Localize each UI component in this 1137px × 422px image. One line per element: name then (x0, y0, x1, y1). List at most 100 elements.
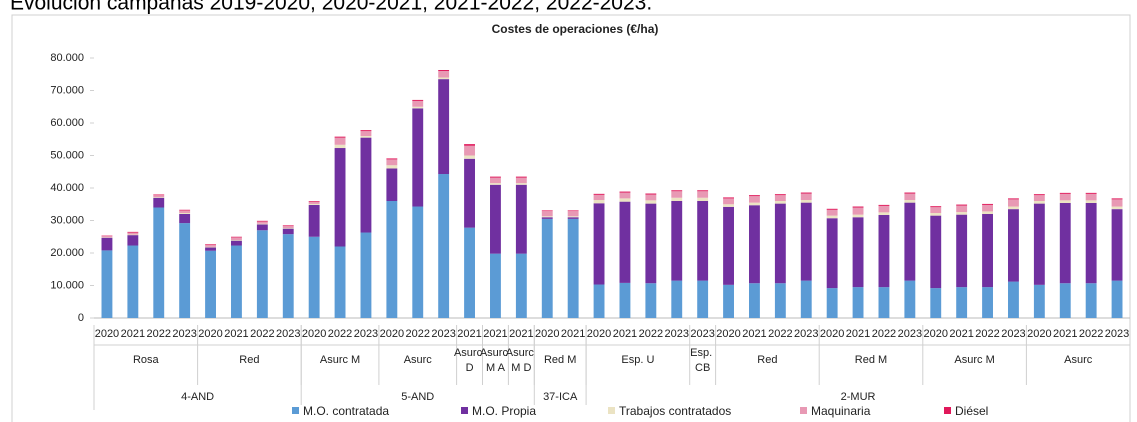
bar-segment (515, 184, 527, 254)
group-label: Esp. U (621, 354, 654, 366)
bar-segment (697, 201, 709, 281)
bar-segment (360, 232, 372, 318)
bar-segment (1033, 284, 1045, 318)
bar-segment (127, 245, 139, 318)
x-tick-label: 2021 (224, 328, 248, 340)
bar-segment (179, 209, 191, 211)
x-tick-label: 2021 (561, 328, 585, 340)
bar-segment (256, 230, 268, 318)
bar-segment (567, 211, 579, 217)
x-tick-label: 2021 (509, 328, 533, 340)
bar-segment (490, 183, 501, 185)
bar-segment (490, 176, 501, 178)
bar-segment (1085, 283, 1097, 318)
bar-segment (282, 225, 294, 227)
group-label: Asurc M D (506, 347, 537, 374)
bar-segment (127, 235, 139, 246)
x-tick-label: 2021 (457, 328, 481, 340)
bar-segment (256, 220, 268, 222)
bar-segment (127, 234, 139, 236)
bar-segment (774, 194, 786, 196)
bar-segment (930, 206, 942, 208)
bar-segment (774, 201, 786, 204)
bar-segment (982, 214, 993, 288)
x-tick-label: 2023 (431, 328, 455, 340)
bar-segment (205, 250, 216, 318)
bar-segment (541, 211, 553, 217)
bar-segment (464, 144, 475, 146)
bar-segment (878, 204, 890, 206)
x-tick-label: 2020 (924, 328, 948, 340)
bar-segment (464, 158, 475, 228)
x-tick-label: 2021 (613, 328, 637, 340)
bar-segment (360, 137, 372, 233)
bar-segment (282, 234, 294, 318)
bar-segment (205, 247, 216, 251)
region-label: 2-MUR (841, 391, 876, 403)
bar-segment (593, 284, 605, 318)
bar-segment (749, 195, 760, 197)
x-tick-label: 2023 (354, 328, 378, 340)
x-tick-label: 2021 (846, 328, 870, 340)
bar-segment (1008, 199, 1019, 207)
bar-segment (541, 218, 553, 318)
bar-segment (231, 236, 242, 238)
x-tick-label: 2022 (250, 328, 274, 340)
bar-segment (697, 190, 709, 192)
bar-segment (593, 203, 605, 285)
y-tick-label: 80.000 (50, 52, 84, 64)
bar-segment (205, 244, 216, 245)
bar-segment (671, 197, 683, 201)
bar-segment (334, 144, 346, 149)
x-tick-label: 2020 (587, 328, 611, 340)
legend-swatch (292, 407, 299, 414)
bar-segment (774, 283, 786, 318)
bar-segment (153, 197, 165, 198)
x-tick-label: 2022 (639, 328, 663, 340)
bar-segment (619, 201, 631, 283)
bar-segment (852, 287, 864, 318)
bar-segment (541, 217, 553, 219)
bar-segment (1008, 206, 1019, 210)
bar-segment (1033, 201, 1045, 204)
x-tick-label: 2022 (406, 328, 430, 340)
bar-segment (852, 206, 864, 208)
bar-segment (852, 207, 864, 215)
x-tick-label: 2020 (95, 328, 119, 340)
bar-segment (231, 240, 242, 241)
group-label: Asurc (404, 354, 433, 366)
bar-segment (749, 196, 760, 203)
bar-segment (1111, 198, 1123, 200)
region-label: 37-ICA (543, 391, 578, 403)
x-tick-label: 2022 (328, 328, 352, 340)
x-tick-label: 2023 (794, 328, 818, 340)
bar-segment (1111, 280, 1123, 318)
bar-segment (904, 193, 916, 201)
bar-segment (749, 202, 760, 206)
bar-segment (153, 207, 165, 318)
bar-segment (282, 228, 294, 235)
bar-segment (1059, 202, 1071, 284)
bar-segment (1033, 203, 1045, 285)
bar-segment (1085, 193, 1097, 201)
group-label: Red M (544, 354, 576, 366)
bar-segment (671, 191, 683, 198)
bar-segment (904, 192, 916, 194)
bar-segment (515, 253, 527, 318)
bar-segment (1111, 206, 1123, 210)
bar-segment (723, 206, 734, 285)
y-tick-label: 50.000 (50, 149, 84, 161)
bar-segment (515, 177, 527, 184)
bar-segment (231, 245, 242, 318)
bar-segment (619, 191, 631, 193)
bar-segment (1059, 200, 1071, 203)
x-tick-label: 2020 (198, 328, 222, 340)
bar-segment (438, 70, 450, 71)
bar-segment (878, 214, 890, 288)
bar-segment (231, 237, 242, 240)
bar-segment (749, 283, 760, 318)
bar-segment (412, 206, 424, 318)
x-tick-label: 2022 (1079, 328, 1103, 340)
x-tick-label: 2020 (302, 328, 326, 340)
